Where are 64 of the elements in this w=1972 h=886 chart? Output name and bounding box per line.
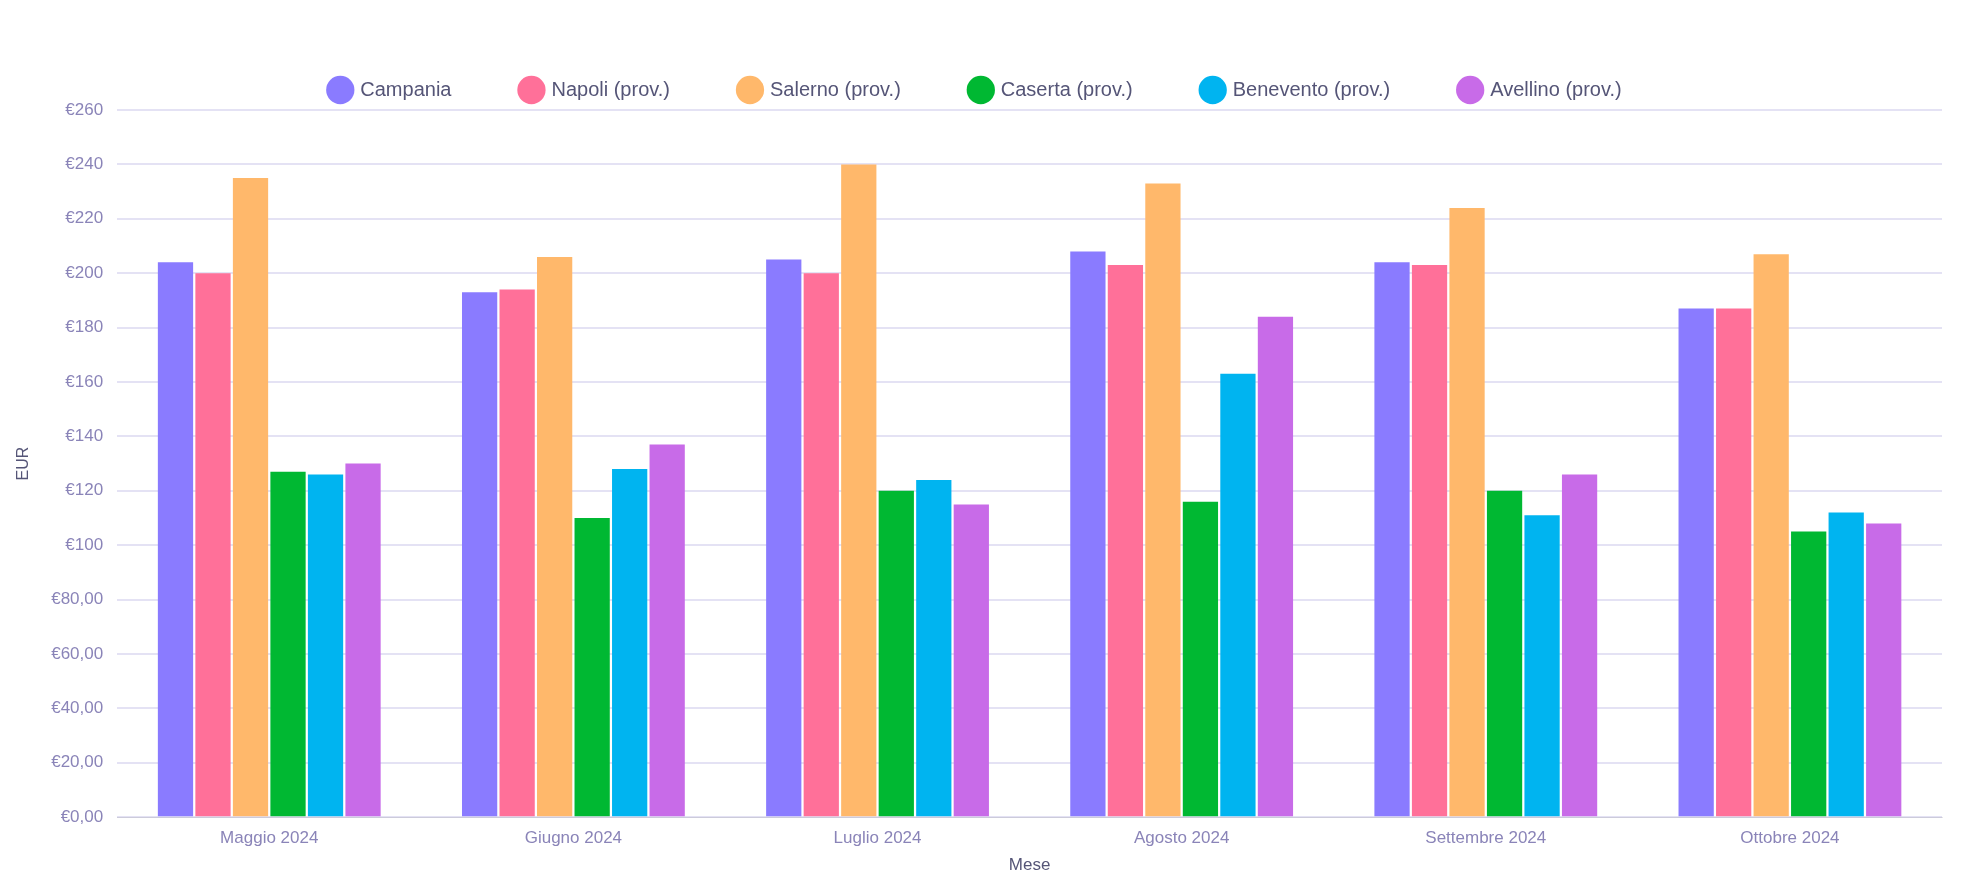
y-tick-label: €220 bbox=[65, 208, 104, 228]
y-tick-label: €20,00 bbox=[51, 752, 104, 772]
bar bbox=[461, 292, 498, 817]
bar bbox=[1828, 512, 1864, 817]
bar bbox=[157, 262, 194, 817]
bar bbox=[766, 259, 802, 817]
legend-label: Benevento (prov.) bbox=[1232, 77, 1391, 100]
legend-label: Campania bbox=[360, 77, 453, 100]
bar bbox=[1374, 262, 1410, 817]
bar bbox=[232, 178, 269, 817]
bar bbox=[878, 490, 914, 817]
bar bbox=[499, 289, 535, 817]
bar bbox=[916, 479, 952, 817]
y-tick-label: €260 bbox=[65, 99, 104, 119]
bar bbox=[1486, 490, 1523, 817]
bar bbox=[1524, 515, 1560, 817]
bar bbox=[1145, 183, 1181, 817]
bar bbox=[307, 474, 344, 817]
y-tick-label: €80,00 bbox=[51, 589, 104, 609]
bar bbox=[1411, 265, 1448, 817]
bar bbox=[345, 463, 381, 817]
bar bbox=[1182, 501, 1219, 817]
bar bbox=[612, 469, 648, 817]
x-tick-label: Settembre 2024 bbox=[1425, 828, 1547, 848]
bar bbox=[1561, 474, 1598, 817]
x-tick-label: Agosto 2024 bbox=[1133, 828, 1230, 848]
bar bbox=[270, 471, 306, 817]
bar bbox=[1791, 531, 1827, 817]
bar bbox=[1716, 308, 1752, 817]
y-tick-label: €100 bbox=[65, 534, 104, 554]
legend-label: Caserta (prov.) bbox=[1000, 77, 1133, 100]
legend-label: Salerno (prov.) bbox=[770, 77, 901, 100]
legend-label: Avellino (prov.) bbox=[1490, 77, 1622, 100]
bar bbox=[195, 273, 231, 817]
bar bbox=[1070, 251, 1106, 817]
y-tick-label: €180 bbox=[65, 317, 104, 337]
bar bbox=[1107, 265, 1144, 817]
x-tick-label: Luglio 2024 bbox=[833, 828, 922, 848]
x-tick-label: Maggio 2024 bbox=[220, 828, 319, 848]
bar bbox=[574, 518, 610, 817]
y-tick-label: €0,00 bbox=[60, 806, 104, 826]
y-tick-label: €60,00 bbox=[51, 643, 104, 663]
bar bbox=[1220, 373, 1256, 817]
y-tick-label: €120 bbox=[65, 480, 104, 500]
y-tick-label: €40,00 bbox=[51, 698, 104, 718]
x-tick-label: Ottobre 2024 bbox=[1740, 828, 1840, 848]
bar bbox=[1753, 254, 1789, 817]
y-tick-label: €240 bbox=[65, 154, 104, 174]
x-axis-title: Mese bbox=[1008, 855, 1051, 875]
bar bbox=[1678, 308, 1714, 817]
bar bbox=[537, 256, 573, 817]
x-tick-label: Giugno 2024 bbox=[524, 828, 623, 848]
bar bbox=[1257, 316, 1294, 817]
legend-label: Napoli (prov.) bbox=[551, 77, 671, 100]
bar bbox=[1866, 523, 1902, 817]
bar bbox=[803, 273, 839, 817]
y-tick-label: €140 bbox=[65, 426, 104, 446]
y-tick-label: €160 bbox=[65, 371, 104, 391]
bar bbox=[953, 504, 989, 817]
y-axis-title: EUR bbox=[14, 446, 32, 481]
bar bbox=[649, 444, 685, 817]
bar bbox=[1449, 207, 1485, 817]
bar bbox=[841, 164, 877, 817]
y-tick-label: €200 bbox=[65, 262, 104, 282]
